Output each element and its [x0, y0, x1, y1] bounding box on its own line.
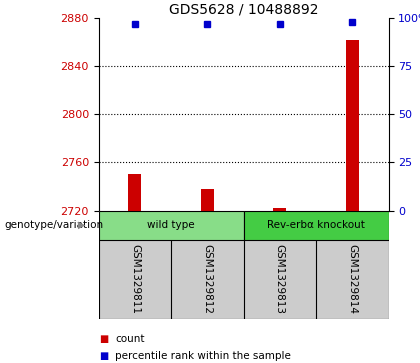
Bar — [244, 211, 388, 240]
Text: wild type: wild type — [147, 220, 195, 230]
Text: GSM1329814: GSM1329814 — [347, 244, 357, 314]
Bar — [129, 175, 142, 211]
Text: ■: ■ — [99, 334, 108, 344]
Text: ▶: ▶ — [78, 220, 86, 230]
Title: GDS5628 / 10488892: GDS5628 / 10488892 — [169, 3, 318, 17]
Text: percentile rank within the sample: percentile rank within the sample — [116, 351, 291, 361]
Text: GSM1329812: GSM1329812 — [202, 244, 213, 314]
Text: GSM1329813: GSM1329813 — [275, 244, 285, 314]
Text: ■: ■ — [99, 351, 108, 361]
Text: genotype/variation: genotype/variation — [4, 220, 103, 230]
Bar — [346, 40, 359, 211]
Text: GSM1329811: GSM1329811 — [130, 244, 140, 314]
Text: count: count — [116, 334, 145, 344]
Text: Rev-erbα knockout: Rev-erbα knockout — [267, 220, 365, 230]
Bar — [99, 211, 244, 240]
Bar — [201, 189, 214, 211]
Bar — [273, 208, 286, 211]
